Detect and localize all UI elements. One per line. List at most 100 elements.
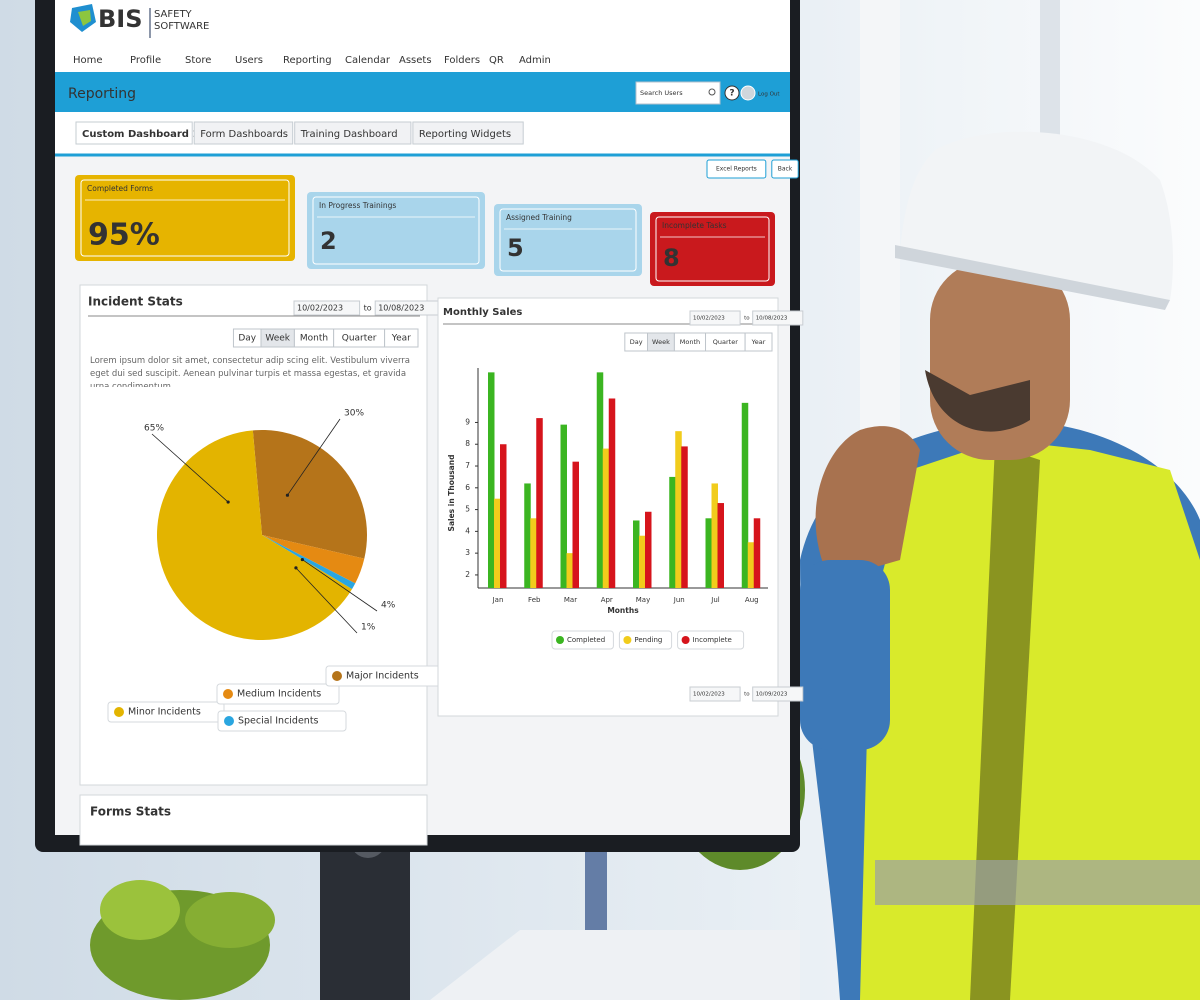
date-input[interactable]: [689, 310, 741, 326]
range-button[interactable]: [744, 332, 773, 352]
monitor-stand: [320, 840, 410, 1000]
bar: [494, 498, 501, 588]
date-input[interactable]: [752, 686, 804, 702]
bar: [560, 424, 567, 588]
date-text: 10/02/2023: [693, 316, 725, 322]
nav-item[interactable]: Home: [73, 55, 103, 66]
pie-slice: [262, 535, 365, 584]
range-button[interactable]: [384, 328, 419, 348]
range-label: Month: [680, 338, 700, 346]
header-bar: [55, 0, 790, 72]
leader-line: [151, 433, 229, 503]
date-text: 10/08/2023: [378, 304, 424, 313]
y-tick-label: 6: [465, 483, 470, 492]
y-tick-label: 7: [465, 461, 470, 470]
range-label: Quarter: [342, 334, 377, 344]
legend-label: Pending: [634, 636, 662, 644]
card-value: 8: [663, 244, 680, 272]
y-axis-label: Sales in Thousand: [447, 455, 456, 532]
button[interactable]: [771, 159, 799, 179]
bar: [530, 518, 537, 588]
pie-label: 30%: [344, 409, 364, 419]
bar: [524, 483, 531, 588]
bar: [608, 398, 616, 588]
range-label: Year: [751, 338, 766, 346]
bar: [753, 518, 761, 588]
logout[interactable]: Log Out: [758, 92, 780, 98]
nav-item[interactable]: Calendar: [345, 55, 391, 66]
range-label: Quarter: [713, 338, 738, 346]
section-title: Reporting: [68, 86, 136, 102]
tab[interactable]: [412, 121, 524, 145]
button[interactable]: [706, 159, 767, 179]
nav-item[interactable]: Store: [185, 55, 211, 66]
tab[interactable]: [294, 121, 412, 145]
date-text: 10/02/2023: [297, 304, 343, 313]
date-separator: to: [744, 692, 750, 698]
avatar: [740, 85, 756, 101]
date-input[interactable]: [752, 310, 804, 326]
leader-dot: [285, 493, 290, 497]
leader-dot: [300, 557, 304, 562]
widget-title: Incident Stats: [88, 295, 183, 309]
nav-item[interactable]: Assets: [399, 55, 432, 66]
help-button[interactable]: [724, 85, 740, 101]
legend-label: Completed: [567, 636, 605, 644]
date-text: 10/08/2023: [756, 316, 788, 322]
tab[interactable]: [75, 121, 193, 145]
description: Lorem ipsum dolor sit amet, consectetur …: [90, 356, 410, 387]
legend-swatch: [332, 671, 342, 681]
nav-item[interactable]: QR: [489, 55, 504, 66]
pie-label: 4%: [381, 601, 396, 611]
search-box[interactable]: [635, 81, 721, 105]
bar: [566, 553, 573, 588]
legend-swatch: [556, 636, 564, 644]
x-tick-label: Jul: [710, 596, 720, 604]
tab-label: Training Dashboard: [300, 129, 398, 140]
card: [307, 192, 485, 269]
date-input[interactable]: [689, 686, 741, 702]
bar: [705, 518, 712, 588]
bar: [675, 431, 682, 588]
legend-pill: [618, 630, 673, 650]
tab[interactable]: [193, 121, 294, 145]
bar: [488, 372, 495, 588]
pie-slice: [156, 430, 353, 641]
date-text: 10/02/2023: [693, 692, 725, 698]
nav-item[interactable]: Users: [235, 55, 263, 66]
card-title: Assigned Training: [506, 213, 572, 222]
card-inner-border: [499, 208, 637, 272]
search-icon: [708, 88, 716, 96]
y-tick-label: 5: [465, 505, 470, 514]
nav-item[interactable]: Folders: [444, 55, 480, 66]
y-tick-label: 9: [465, 417, 470, 426]
legend-swatch: [223, 689, 233, 699]
tab-label: Form Dashboards: [200, 129, 288, 140]
tab-label: Custom Dashboard 1: [82, 129, 199, 140]
button-label: Back: [778, 166, 793, 173]
bar: [536, 418, 543, 588]
leader-line: [295, 567, 358, 634]
tab-label: Reporting Widgets: [419, 129, 511, 140]
y-tick-label: 4: [465, 526, 470, 535]
card-value: 2: [320, 227, 337, 255]
legend-swatch: [114, 707, 124, 717]
card: [494, 204, 642, 276]
nav-item[interactable]: Profile: [130, 55, 161, 66]
card-value: 5: [507, 234, 524, 262]
date-input[interactable]: [293, 300, 361, 316]
x-tick-label: Apr: [601, 596, 613, 604]
x-tick-label: Aug: [745, 596, 759, 604]
card-inner-border: [80, 179, 290, 257]
card-value: 95%: [88, 218, 160, 253]
legend-pill: [216, 683, 340, 705]
bar: [500, 444, 507, 588]
card-inner-border: [312, 196, 480, 265]
nav-item[interactable]: Reporting: [283, 55, 332, 66]
x-tick-label: Jun: [673, 596, 685, 604]
search-placeholder: Search Users: [640, 89, 683, 97]
bar: [645, 511, 652, 588]
nav-item[interactable]: Admin: [519, 55, 551, 66]
